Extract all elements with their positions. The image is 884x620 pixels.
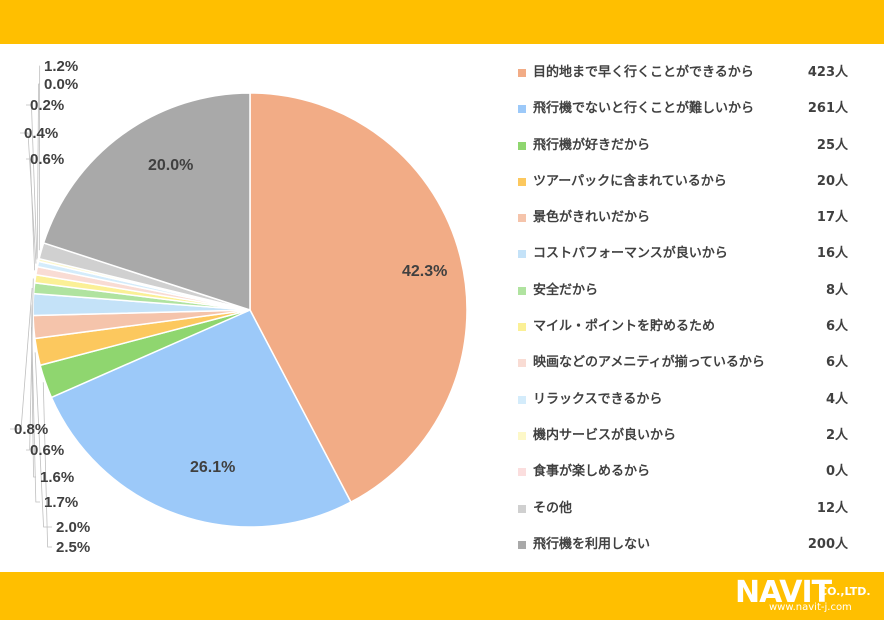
legend: 目的地まで早く行くことができるから 423人飛行機でないと行くことが難しいから 26… (518, 62, 858, 570)
legend-swatch (518, 395, 526, 404)
legend-count: 2人 (825, 427, 848, 443)
bottom-banner (0, 572, 884, 620)
legend-count: 200人 (807, 536, 848, 552)
top-banner (0, 0, 884, 44)
legend-swatch (518, 214, 526, 223)
slice-10-pct-label: 0.4% (24, 125, 58, 142)
legend-count: 12人 (816, 500, 848, 516)
legend-swatch (518, 359, 526, 368)
legend-label: 飛行機でないと行くことが難しいから (533, 101, 755, 117)
slice-10-leader-line (20, 132, 37, 264)
slice-13-pct-label: 1.2% (44, 58, 78, 75)
percentage-labels: 42.3% 26.1% 2.5% 2.0% 1.7% 1.6% 0.8% 0.6% 0.6% 0.… (14, 58, 447, 556)
legend-count: 20人 (816, 173, 848, 189)
legend-count: 25人 (816, 137, 848, 153)
label-leader-lines (10, 65, 52, 548)
slice-5-leader-line (31, 327, 40, 503)
legend-label: リラックスできるから (533, 391, 663, 407)
legend-count: 4人 (825, 391, 848, 407)
legend-swatch (518, 431, 526, 440)
legend-item-9: 映画などのアメニティが揃っているから 6人 (518, 352, 858, 388)
legend-swatch (518, 286, 526, 295)
legend-item-12: 食事が楽しめるから 0人 (518, 461, 858, 497)
legend-label: 飛行機が好きだから (533, 137, 651, 153)
slice-5-pct-label: 1.7% (44, 494, 78, 511)
pie-slices (32, 92, 468, 528)
legend-count: 17人 (816, 210, 848, 226)
legend-label: 安全だから (533, 282, 599, 298)
legend-item-14: 飛行機を利用しない 200人 (518, 534, 858, 570)
legend-label: 食事が楽しめるから (533, 464, 651, 480)
slice-4-pct-label: 2.0% (56, 519, 90, 536)
slice-2-pct-label: 26.1% (190, 459, 235, 476)
legend-count: 16人 (816, 246, 848, 262)
legend-count: 0人 (825, 464, 848, 480)
legend-item-6: コストパフォーマンスが良いから 16人 (518, 243, 858, 279)
legend-count: 8人 (825, 282, 848, 298)
legend-item-4: ツアーパックに含まれているから 20人 (518, 171, 858, 207)
legend-label: 飛行機を利用しない (533, 536, 651, 552)
legend-item-5: 景色がきれいだから 17人 (518, 207, 858, 243)
slice-3-leader-line (42, 382, 52, 548)
slice-1 (249, 92, 468, 504)
legend-label: 機内サービスが良いから (533, 427, 677, 443)
legend-count: 6人 (825, 319, 848, 335)
legend-item-7: 安全だから 8人 (518, 280, 858, 316)
slice-14 (42, 92, 251, 312)
slice-2 (50, 309, 352, 528)
slice-7-leader-line (10, 287, 33, 430)
legend-count: 423人 (807, 65, 848, 80)
legend-label: コストパフォーマンスが良いから (533, 246, 728, 262)
legend-item-13: その他 12人 (518, 498, 858, 534)
slice-14-pct-label: 20.0% (148, 157, 193, 174)
legend-item-1: 目的地まで早く行くことができるから 423人 (518, 62, 858, 98)
slice-6-pct-label: 1.6% (40, 469, 74, 486)
legend-swatch (518, 250, 526, 259)
legend-swatch (518, 468, 526, 477)
slice-9-leader-line (26, 158, 36, 271)
legend-item-3: 飛行機が好きだから 25人 (518, 135, 858, 171)
legend-item-11: 機内サービスが良いから 2人 (518, 425, 858, 461)
legend-swatch (518, 141, 526, 150)
slice-1-pct-label: 42.3% (402, 263, 447, 280)
legend-label: 映画などのアメニティが揃っているから (533, 355, 765, 371)
legend-swatch (518, 504, 526, 513)
legend-item-10: リラックスできるから 4人 (518, 389, 858, 425)
legend-swatch (518, 177, 526, 186)
legend-label: 目的地まで早く行くことができるから (533, 65, 754, 80)
legend-swatch (518, 105, 526, 114)
legend-label: 景色がきれいだから (533, 210, 651, 226)
slice-11-pct-label: 0.2% (30, 97, 64, 114)
slice-4-leader-line (34, 352, 52, 528)
legend-label: ツアーパックに含まれているから (533, 173, 727, 189)
legend-swatch (518, 540, 526, 549)
legend-swatch (518, 69, 526, 77)
navit-logo: NAVIT CO.,LTD. www.navit-j.com (735, 578, 880, 616)
legend-label: その他 (533, 500, 573, 516)
slice-7-pct-label: 0.8% (14, 421, 48, 438)
slice-11-leader-line (26, 104, 38, 260)
legend-item-8: マイル・ポイントを貯めるため 6人 (518, 316, 858, 352)
legend-label: マイル・ポイントを貯めるため (533, 319, 716, 335)
slice-8-pct-label: 0.6% (30, 442, 64, 459)
legend-item-2: 飛行機でないと行くことが難しいから 261人 (518, 98, 858, 134)
slice-12-pct-label: 0.0% (44, 76, 78, 93)
slice-13-leader-line (38, 65, 41, 251)
legend-swatch (518, 323, 526, 332)
logo-url: www.navit-j.com (769, 602, 852, 613)
slice-9-pct-label: 0.6% (30, 151, 64, 168)
slice-8-leader-line (26, 278, 34, 451)
logo-company-suffix: CO.,LTD. (819, 585, 871, 598)
legend-count: 6人 (825, 355, 848, 371)
logo-wordmark: NAVIT (735, 575, 832, 610)
legend-count: 261人 (807, 101, 848, 117)
slice-3-pct-label: 2.5% (56, 539, 90, 556)
